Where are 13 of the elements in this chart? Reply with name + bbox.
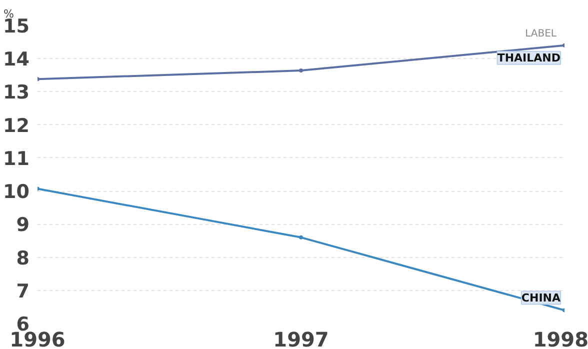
x-tick-label: 1997 <box>273 328 329 349</box>
y-tick-label: 12 <box>3 114 30 137</box>
y-tick-label: 9 <box>16 214 30 236</box>
y-tick-label: 8 <box>16 247 30 270</box>
series-label: THAILAND <box>497 51 561 64</box>
annotation: LABEL <box>525 28 557 40</box>
y-tick-label: 7 <box>16 280 30 302</box>
series-label: CHINA <box>521 291 561 304</box>
x-tick-label: 1998 <box>532 328 588 349</box>
y-tick-label: 13 <box>3 82 30 104</box>
y-tick-label: 11 <box>3 148 30 170</box>
y-tick-label: 14 <box>3 48 30 71</box>
y-tick-label: 10 <box>3 181 30 204</box>
